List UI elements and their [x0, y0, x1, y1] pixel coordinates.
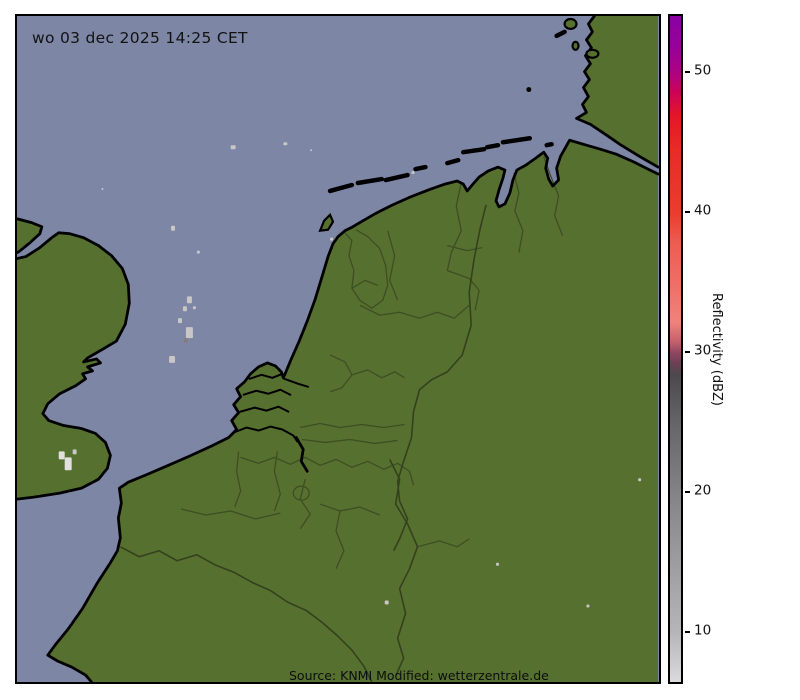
timestamp-label: wo 03 dec 2025 14:25 CET	[32, 29, 248, 47]
land-continent	[47, 140, 659, 682]
source-credit: Source: KNMI Modified: wetterzentrale.de	[289, 668, 549, 683]
colorbar-axis-label: Reflectivity (dBZ)	[708, 292, 724, 406]
wadden-islands	[327, 136, 554, 194]
coastline-continent	[46, 138, 659, 682]
colorbar-tick-mark	[685, 71, 690, 74]
land-england	[17, 218, 130, 500]
north-frisian-islands	[526, 17, 600, 93]
colorbar-tick-mark	[685, 491, 690, 494]
zeeland-delta-channels	[232, 372, 310, 473]
colorbar-tick-mark	[685, 351, 690, 354]
reflectivity-colorbar	[668, 14, 683, 684]
radar-echoes	[58, 142, 642, 608]
colorbar-ticks: 50 40 30 20 10	[685, 14, 745, 684]
colorbar-tick-label: 50	[694, 63, 712, 80]
colorbar-tick-label: 30	[694, 342, 712, 359]
colorbar-tick-label: 40	[694, 202, 712, 219]
radar-map-frame: wo 03 dec 2025 14:25 CET Source: KNMI Mo…	[15, 14, 661, 684]
colorbar-tick-mark	[685, 211, 690, 214]
colorbar-tick-label: 10	[694, 622, 712, 639]
coastline-schleswig	[575, 16, 659, 169]
island-heligoland	[526, 87, 532, 93]
province-borders	[180, 155, 564, 569]
country-borders	[119, 204, 487, 682]
colorbar-tick-label: 20	[694, 482, 712, 499]
radar-map	[17, 16, 659, 682]
colorbar-tick-mark	[685, 631, 690, 634]
island-texel	[318, 212, 335, 233]
coastline-england	[17, 217, 131, 501]
